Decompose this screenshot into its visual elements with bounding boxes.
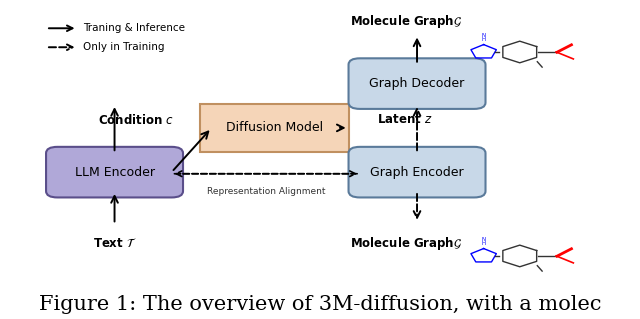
- FancyBboxPatch shape: [200, 104, 349, 152]
- Text: Molecule Graph$\mathcal{G}$: Molecule Graph$\mathcal{G}$: [349, 235, 461, 252]
- Text: Only in Training: Only in Training: [83, 42, 164, 52]
- Text: Diffusion Model: Diffusion Model: [226, 121, 323, 134]
- Text: LLM Encoder: LLM Encoder: [74, 166, 154, 179]
- Text: N
H: N H: [481, 237, 486, 246]
- FancyBboxPatch shape: [46, 147, 183, 197]
- Text: N
H: N H: [481, 33, 486, 42]
- FancyBboxPatch shape: [349, 58, 486, 109]
- FancyBboxPatch shape: [349, 147, 486, 197]
- Text: Representation Alignment: Representation Alignment: [207, 187, 325, 196]
- Text: Figure 1: The overview of 3M-diffusion, with a molec: Figure 1: The overview of 3M-diffusion, …: [39, 295, 601, 315]
- Text: Graph Encoder: Graph Encoder: [370, 166, 464, 179]
- Text: Latent $z$: Latent $z$: [377, 114, 433, 126]
- Text: Molecule Graph$\mathcal{G}$: Molecule Graph$\mathcal{G}$: [349, 13, 461, 30]
- Text: Condition $c$: Condition $c$: [99, 113, 175, 127]
- Text: Text $\mathcal{T}$: Text $\mathcal{T}$: [93, 237, 136, 250]
- Text: Graph Decoder: Graph Decoder: [369, 77, 465, 90]
- Text: Traning & Inference: Traning & Inference: [83, 23, 185, 33]
